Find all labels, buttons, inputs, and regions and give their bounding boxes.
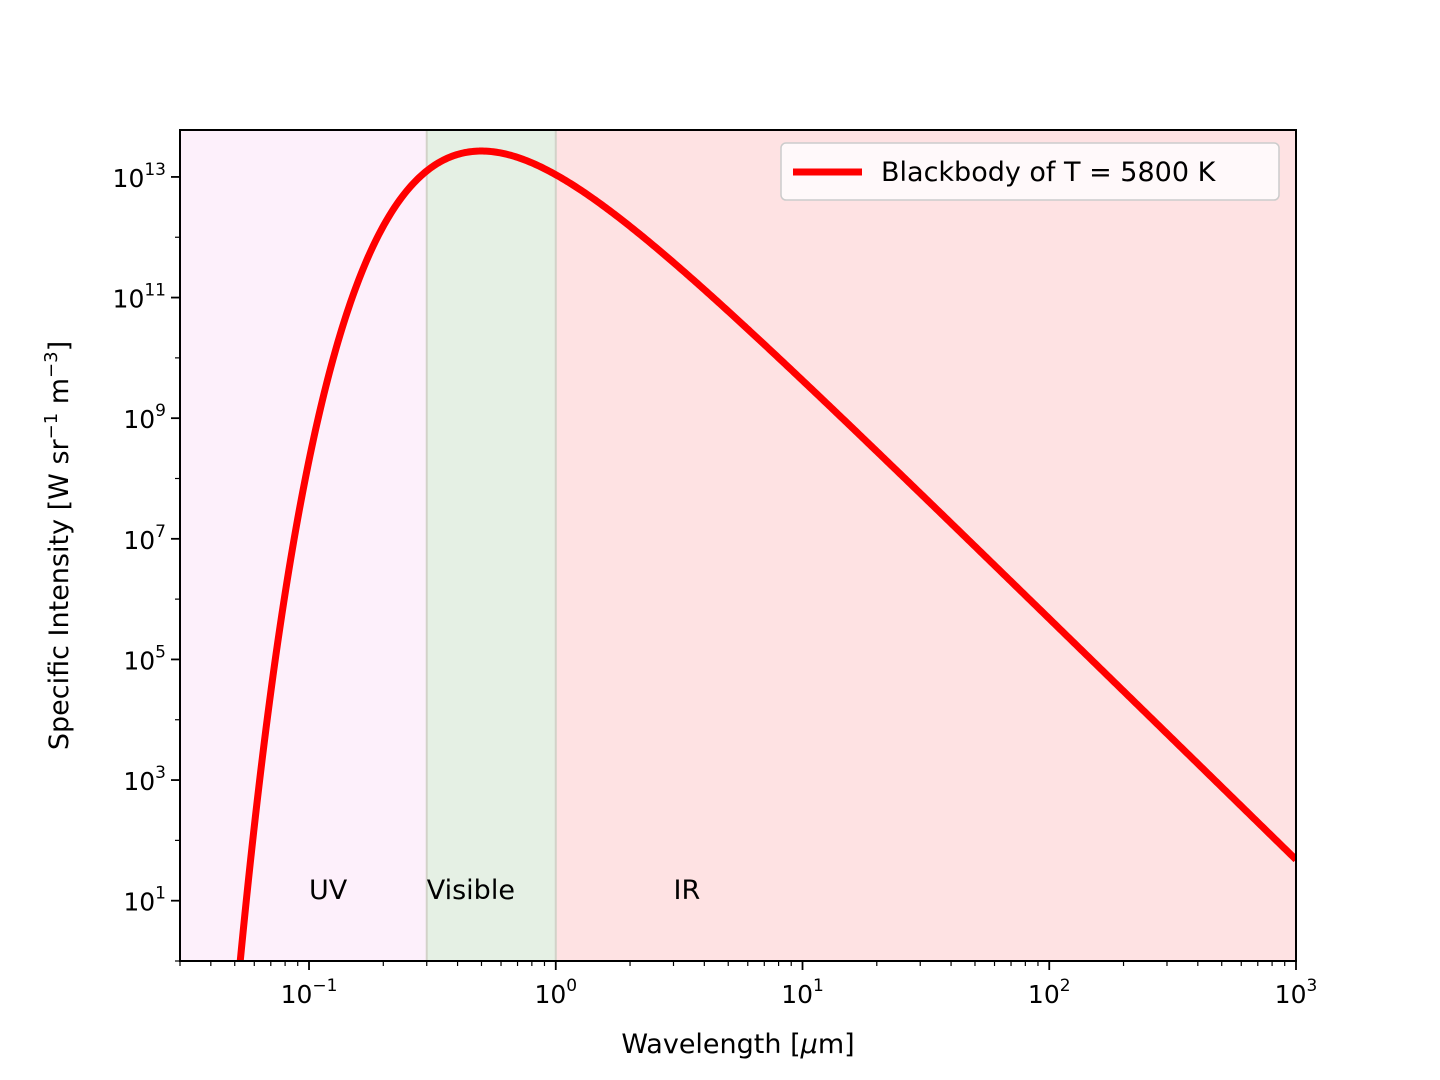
region-band-visible: [426, 130, 556, 961]
blackbody-curve: [236, 147, 1296, 961]
x-tick-label: 101: [781, 976, 824, 1009]
x-tick-label: 102: [1028, 976, 1071, 1009]
region-label-ir: IR: [673, 875, 700, 906]
x-axis-ticks: 10−1 100 101 102 103: [179, 961, 1318, 1009]
y-tick-label: 1011: [113, 281, 166, 314]
y-axis-ticks: 101 103 105 107 109 1011 1013: [113, 160, 180, 962]
y-tick-label: 101: [123, 884, 166, 917]
region-label-uv: UV: [309, 875, 348, 906]
y-tick-label: 103: [123, 763, 166, 796]
region-bands: [180, 130, 1296, 961]
legend: Blackbody of T = 5800 K: [780, 142, 1280, 201]
region-labels: UV Visible IR: [309, 875, 700, 906]
x-axis-label: Wavelength [μm]: [621, 1029, 854, 1060]
y-tick-label: 1013: [113, 160, 166, 193]
curve-layer: [236, 147, 1296, 961]
legend-label: Blackbody of T = 5800 K: [881, 157, 1217, 188]
y-tick-label: 105: [123, 642, 166, 675]
y-tick-label: 107: [123, 522, 166, 555]
x-tick-label: 10−1: [281, 976, 338, 1009]
x-tick-label: 100: [534, 976, 577, 1009]
axes-frame: [179, 129, 1297, 962]
legend-box: [780, 142, 1280, 201]
y-tick-label: 109: [123, 401, 166, 434]
y-axis-label: Specific Intensity [W sr−1 m−3]: [41, 341, 75, 750]
region-label-visible: Visible: [427, 875, 515, 906]
region-band-uv: [180, 130, 427, 961]
x-tick-label: 103: [1275, 976, 1318, 1009]
